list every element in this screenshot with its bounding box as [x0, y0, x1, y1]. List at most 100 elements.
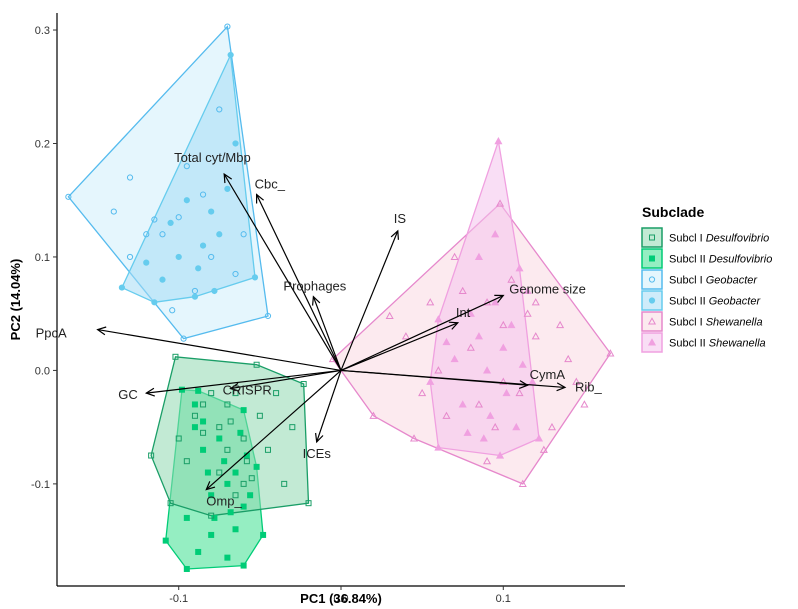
point-sii — [442, 337, 451, 346]
point-gi — [110, 208, 117, 215]
y-tick-label: 0.0 — [35, 365, 50, 377]
point-gii — [216, 231, 223, 238]
point-di — [148, 452, 155, 459]
point-sii — [502, 388, 511, 397]
loading-arrowhead — [96, 326, 107, 336]
point-di — [172, 353, 179, 360]
y-tick-label: -0.1 — [31, 479, 50, 491]
point-gi — [232, 270, 239, 278]
point-di — [256, 412, 263, 419]
loading-arrow — [230, 369, 342, 390]
point-si — [495, 199, 505, 207]
hull-di — [150, 356, 310, 517]
point-si — [418, 388, 427, 397]
loading-label: PpcA — [36, 326, 67, 341]
point-sii — [483, 366, 492, 374]
point-gi — [143, 231, 150, 238]
legend-key-si — [641, 311, 663, 332]
legend-key-gi — [641, 269, 663, 290]
point-dii — [240, 562, 247, 569]
convex-hulls — [67, 25, 612, 570]
point-gii — [118, 284, 126, 291]
point-gi — [180, 335, 187, 342]
legend: Subclade Subcl I Desulfovibrio Subcl II De… — [641, 204, 772, 353]
point-si — [458, 286, 467, 295]
point-gi — [126, 253, 134, 261]
y-tick-label: 0.3 — [35, 25, 50, 37]
point-dii — [195, 387, 202, 394]
y-axis-title: PC2 (14.04%) — [8, 259, 23, 341]
point-sii — [491, 230, 500, 238]
point-di — [208, 390, 215, 397]
point-gii — [232, 140, 239, 147]
point-gi — [216, 106, 223, 113]
legend-marker-di — [649, 234, 655, 241]
point-di — [227, 418, 234, 425]
point-si — [466, 343, 475, 351]
x-tick-label: 0.1 — [496, 593, 511, 605]
point-gii — [227, 51, 234, 59]
point-dii — [232, 526, 239, 533]
legend-label: Subcl I Shewanella — [669, 317, 763, 329]
loading-label: Total cyt/Mbp — [174, 150, 251, 165]
loading-arrowhead — [315, 432, 324, 444]
point-di — [224, 401, 231, 408]
x-axis-title: PC1 (36.84%) — [300, 591, 382, 606]
point-dii — [208, 492, 215, 499]
point-di — [200, 429, 207, 436]
point-di — [253, 361, 260, 368]
point-si — [426, 298, 435, 306]
loading-arrow — [340, 369, 565, 389]
legend-marker-gi — [648, 276, 656, 283]
point-sii — [474, 252, 483, 261]
sample-points — [65, 23, 615, 572]
point-si — [539, 445, 548, 453]
point-di — [289, 424, 296, 431]
loading-arrow — [316, 370, 342, 443]
loading-arrowhead — [256, 193, 264, 204]
point-sii — [450, 354, 459, 363]
point-dii — [227, 509, 234, 516]
point-sii — [528, 377, 537, 385]
legend-label: Subcl II Shewanella — [669, 338, 766, 350]
point-gii — [251, 274, 259, 281]
point-dii — [232, 469, 239, 476]
point-sii — [534, 434, 544, 442]
point-di — [208, 512, 215, 519]
axes: -0.1 0.0 0.1 -0.1 0.0 0.1 0.2 0.3 — [31, 13, 625, 605]
point-gii — [195, 265, 202, 272]
loading-label: CRISPR — [223, 383, 272, 398]
point-di — [183, 458, 190, 465]
point-gi — [224, 23, 231, 30]
point-si — [434, 366, 443, 374]
point-sii — [479, 434, 488, 442]
hull-sii — [429, 140, 540, 457]
point-dii — [260, 531, 267, 538]
point-sii — [434, 443, 443, 451]
point-sii — [495, 451, 505, 459]
point-di — [240, 480, 247, 487]
point-dii — [183, 565, 190, 572]
y-tick-label: 0.1 — [35, 252, 50, 264]
point-si — [547, 422, 557, 431]
point-sii — [463, 428, 472, 436]
loading-label: CymA — [530, 367, 566, 382]
point-gii — [183, 197, 190, 204]
point-gii — [211, 287, 218, 295]
loading-label: ICEs — [303, 446, 332, 461]
loading-arrow — [97, 328, 342, 372]
point-gi — [169, 307, 176, 314]
point-si — [531, 298, 540, 306]
point-sii — [512, 422, 521, 431]
legend-marker-dii — [649, 255, 655, 262]
loading-arrowhead — [390, 229, 399, 240]
point-gi — [151, 216, 158, 223]
point-gi — [126, 174, 134, 181]
point-gii — [151, 299, 158, 306]
point-di — [232, 492, 239, 499]
point-dii — [200, 446, 207, 453]
point-dii — [240, 503, 247, 510]
point-di — [224, 446, 231, 453]
point-di — [167, 500, 174, 507]
